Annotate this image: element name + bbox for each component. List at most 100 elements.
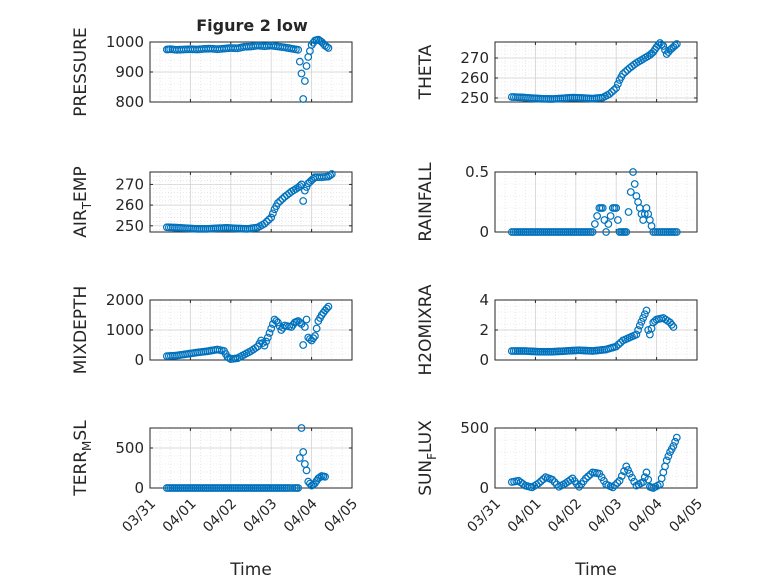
- x-tick-label: 04/03: [241, 496, 281, 536]
- data-point: [267, 324, 276, 333]
- data-point: [669, 323, 678, 331]
- data-point: [306, 479, 314, 488]
- data-point: [610, 86, 618, 94]
- x-tick-label: 04/04: [626, 496, 666, 536]
- data-point: [617, 472, 626, 480]
- data-point: [288, 484, 297, 492]
- x-tick-label: 04/03: [586, 496, 626, 536]
- data-point: [534, 479, 543, 488]
- data-point: [637, 317, 646, 326]
- tick-marks: [494, 299, 698, 361]
- subplot-h2omixra: 0 2 4 H2OMIXRA: [416, 284, 698, 376]
- data-point: [294, 45, 303, 54]
- data-point: [294, 484, 303, 492]
- data-point: [622, 228, 631, 236]
- y-tick-label: 250: [115, 217, 144, 235]
- data-point: [588, 228, 597, 236]
- y-tick-label: 1000: [106, 321, 144, 339]
- data-point: [626, 188, 635, 196]
- data-point: [548, 475, 557, 484]
- data-point: [299, 197, 308, 205]
- data-point: [608, 483, 617, 492]
- data-point: [566, 476, 575, 484]
- y-axis-label: AIRTEMP: [71, 166, 94, 237]
- data-point: [669, 442, 678, 450]
- y-tick-label: 0: [134, 351, 144, 369]
- data-point: [326, 171, 335, 180]
- data-point: [322, 42, 331, 51]
- minor-grid: [494, 171, 698, 233]
- data-point: [519, 480, 527, 488]
- data-point: [605, 90, 614, 98]
- data-point: [260, 219, 269, 228]
- subplot-air-temp: 250 260 270 AIRTEMP: [71, 166, 353, 238]
- data-point: [584, 472, 593, 481]
- y-tick-label: 0.5: [465, 163, 489, 181]
- tick-marks: [149, 299, 353, 361]
- x-tick-label: 04/04: [281, 496, 321, 536]
- data-point: [624, 208, 633, 216]
- x-tick-label: 04/01: [160, 496, 200, 536]
- data-point: [265, 329, 274, 337]
- y-axis-label: MIXDEPTH: [71, 286, 91, 375]
- data-point: [299, 95, 308, 103]
- data-point: [600, 216, 609, 224]
- figure-title: Figure 2 low: [196, 16, 308, 35]
- data-point: [644, 475, 653, 484]
- data-point: [302, 62, 311, 70]
- data-point: [632, 330, 641, 339]
- data-point: [260, 341, 269, 350]
- y-tick-label: 2000: [106, 291, 144, 309]
- data-point: [607, 88, 616, 96]
- y-tick-label: 0: [134, 479, 144, 497]
- data-point: [672, 228, 681, 236]
- y-axis-label: TERRMSL: [71, 420, 94, 497]
- data-point: [613, 216, 622, 224]
- data-point: [537, 477, 545, 486]
- data-point: [322, 304, 331, 313]
- data-point: [662, 456, 671, 465]
- y-axis-label: H2OMIXRA: [416, 284, 436, 375]
- data-point: [267, 213, 276, 222]
- data-point: [274, 318, 282, 327]
- data-point: [302, 315, 311, 324]
- data-point: [615, 476, 624, 485]
- data-point: [622, 462, 631, 471]
- x-tick-label: 04/02: [200, 496, 240, 536]
- data-point: [299, 341, 308, 349]
- data-point: [297, 69, 306, 78]
- data-point: [262, 337, 271, 346]
- data-point: [295, 57, 304, 66]
- data-point: [629, 168, 637, 176]
- data-point: [614, 340, 623, 349]
- data-point: [604, 220, 613, 228]
- y-tick-label: 4: [479, 291, 489, 309]
- subplot-sun-flux: 0 500 03/31 04/01 04/02 04/03 04/04 04/05 Time SU…: [416, 419, 706, 580]
- data-point: [295, 454, 304, 462]
- x-axis-label: Time: [229, 560, 272, 580]
- y-tick-label: 270: [115, 175, 144, 193]
- data-point: [611, 481, 619, 490]
- data-point: [657, 40, 666, 49]
- data-point: [316, 473, 324, 482]
- data-point: [593, 212, 602, 220]
- y-axis-label: SUNFLUX: [416, 420, 439, 496]
- y-tick-label: 1000: [106, 33, 144, 51]
- data-point: [268, 209, 277, 218]
- data-point: [612, 84, 621, 92]
- data-point: [265, 215, 273, 224]
- data-point: [311, 332, 319, 340]
- y-tick-label: 500: [115, 439, 144, 457]
- data-point: [621, 68, 630, 76]
- data-point: [309, 334, 318, 343]
- x-tick-label: 04/05: [321, 496, 361, 536]
- data-series: [507, 306, 678, 356]
- minor-grid: [494, 427, 698, 489]
- data-point: [671, 41, 680, 50]
- data-point: [628, 473, 636, 482]
- y-tick-label: 260: [460, 69, 489, 87]
- y-tick-label: 250: [460, 89, 489, 107]
- data-point: [300, 77, 309, 85]
- data-point: [664, 452, 673, 461]
